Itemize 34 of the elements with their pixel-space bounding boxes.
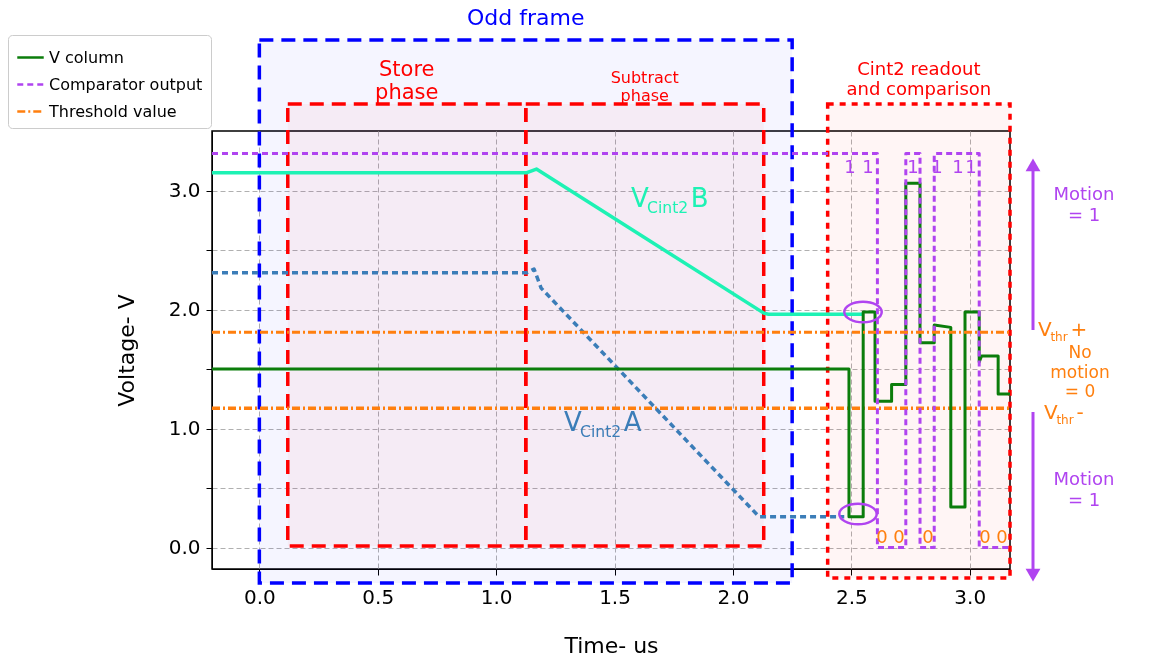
legend-label: Threshold value	[48, 101, 177, 121]
annotation: 0	[893, 526, 905, 547]
y-tick-label: 3.0	[168, 178, 201, 203]
x-axis-title: Time- us	[563, 632, 659, 658]
annotation: 0	[979, 526, 991, 547]
annotation: 1	[965, 156, 977, 177]
text: Motion = 1	[1053, 183, 1115, 225]
annotation: 0	[996, 526, 1008, 547]
y-tick-label: 2.0	[168, 297, 201, 322]
x-tick-label: 0.0	[243, 584, 276, 609]
annotation: 1	[844, 156, 856, 177]
band-label: Odd frame	[467, 5, 585, 30]
x-tick-label: 1.5	[599, 584, 631, 609]
text: No motion = 0	[1050, 342, 1110, 402]
annotation: 1	[952, 156, 964, 177]
legend-label: V column	[49, 47, 124, 67]
annotation: 1	[907, 156, 919, 177]
annotation: 0	[922, 526, 934, 547]
legend-label: Comparator output	[49, 74, 203, 94]
x-tick-label: 2.0	[717, 584, 750, 609]
annotation: 1	[931, 156, 943, 177]
band-label: Subtract phase	[610, 68, 679, 105]
x-tick-label: 2.5	[835, 584, 868, 609]
band-label: Cint2 readout and comparison	[846, 58, 992, 99]
annotation: 0	[876, 526, 888, 547]
y-tick-label: 1.0	[168, 416, 201, 441]
band-label: Store phase	[375, 57, 439, 104]
x-tick-label: 3.0	[954, 584, 987, 609]
y-tick-label: 0.0	[168, 535, 201, 560]
y-axis-title: Voltage- V	[113, 294, 139, 407]
x-tick-label: 1.0	[480, 584, 513, 609]
annotation: 1	[862, 156, 874, 177]
x-tick-label: 0.5	[362, 584, 395, 609]
text: Motion = 1	[1053, 468, 1115, 510]
